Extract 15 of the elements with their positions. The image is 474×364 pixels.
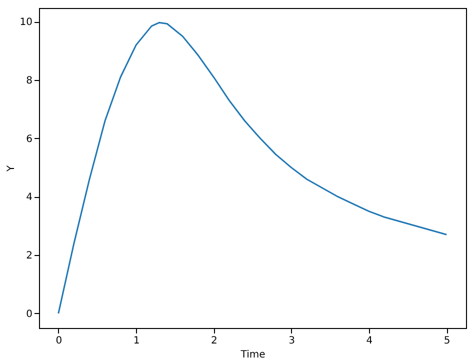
x-tick-label: 3 — [288, 336, 296, 346]
x-tick-label: 0 — [56, 336, 62, 346]
y-tick-label: 6 — [26, 134, 32, 145]
y-tick-label: 8 — [26, 76, 32, 87]
x-axis-title: Time — [240, 350, 266, 360]
y-tick-label: 0 — [26, 308, 32, 320]
y-tick-label: 2 — [26, 250, 32, 262]
y-tick-label: 4 — [26, 192, 32, 204]
x-tick-label: 5 — [444, 336, 450, 346]
x-tick-label: 4 — [366, 336, 373, 346]
line-series — [58, 22, 448, 314]
x-tick-label: 1 — [133, 336, 140, 346]
y-tick-label: 10 — [20, 17, 32, 28]
x-tick-label: 2 — [210, 336, 218, 346]
y-axis-title: Y — [6, 164, 17, 173]
